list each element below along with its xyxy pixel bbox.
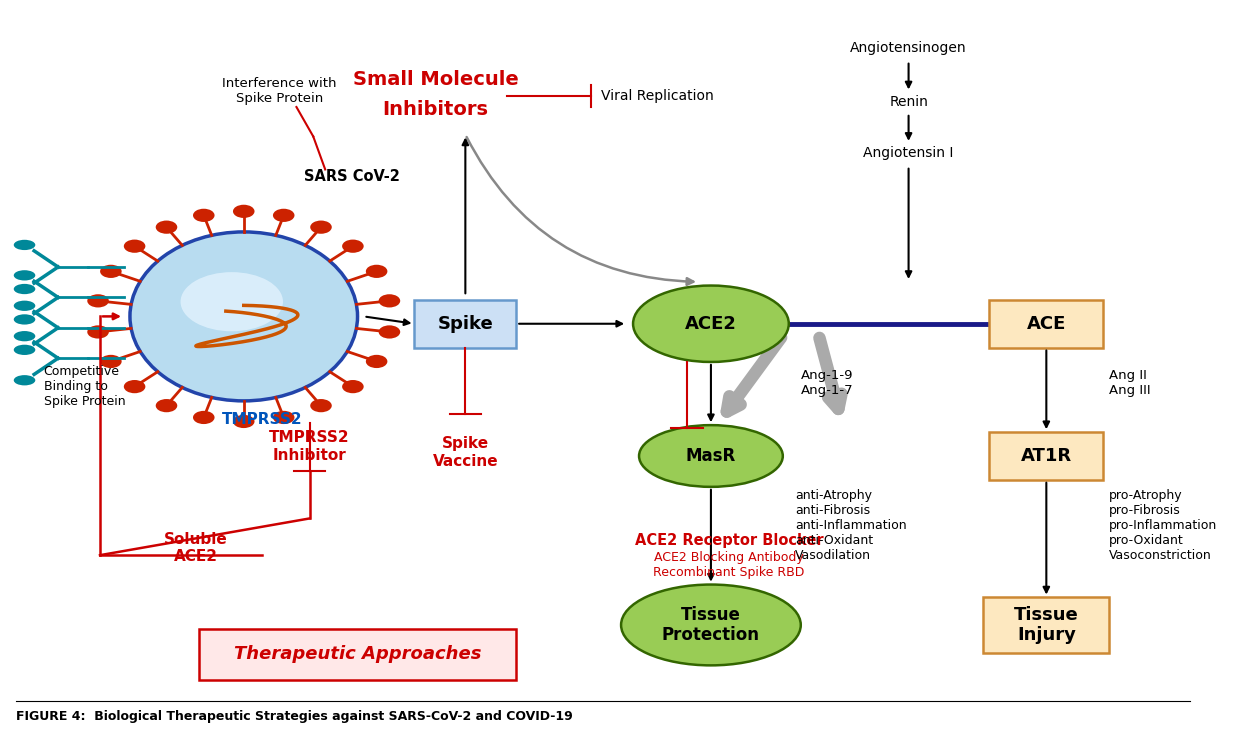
Text: MasR: MasR	[686, 447, 737, 465]
Text: Tissue
Injury: Tissue Injury	[1014, 606, 1079, 644]
FancyBboxPatch shape	[983, 597, 1110, 652]
FancyBboxPatch shape	[414, 300, 516, 348]
Ellipse shape	[273, 411, 294, 424]
Ellipse shape	[14, 331, 35, 341]
Text: Soluble
ACE2: Soluble ACE2	[164, 532, 228, 564]
Text: Interference with
Spike Protein: Interference with Spike Protein	[222, 77, 337, 105]
Ellipse shape	[310, 221, 332, 234]
Text: Ang II
Ang III: Ang II Ang III	[1110, 369, 1151, 397]
Text: Inhibitors: Inhibitors	[382, 100, 489, 119]
Ellipse shape	[181, 272, 283, 331]
Ellipse shape	[176, 266, 312, 367]
Text: Angiotensin I: Angiotensin I	[863, 146, 954, 160]
Ellipse shape	[366, 265, 387, 278]
Ellipse shape	[193, 209, 215, 222]
Ellipse shape	[378, 325, 401, 339]
Text: TMPRSS2: TMPRSS2	[222, 412, 303, 426]
Ellipse shape	[14, 345, 35, 355]
Ellipse shape	[342, 380, 363, 393]
Text: ACE2 Receptor Blocker: ACE2 Receptor Blocker	[635, 533, 823, 548]
Ellipse shape	[634, 285, 789, 362]
FancyArrowPatch shape	[466, 137, 693, 285]
FancyBboxPatch shape	[990, 432, 1104, 480]
Text: Ang-1-9
Ang-1-7: Ang-1-9 Ang-1-7	[801, 369, 853, 397]
Ellipse shape	[87, 294, 109, 308]
Ellipse shape	[233, 415, 254, 428]
Text: Therapeutic Approaches: Therapeutic Approaches	[234, 646, 481, 663]
Ellipse shape	[100, 355, 122, 368]
Ellipse shape	[310, 399, 332, 412]
Ellipse shape	[156, 221, 177, 234]
Ellipse shape	[124, 380, 145, 393]
Text: anti-Atrophy
anti-Fibrosis
anti-Inflammation
anti-Oxidant
Vasodilation: anti-Atrophy anti-Fibrosis anti-Inflamma…	[795, 490, 906, 562]
FancyBboxPatch shape	[990, 300, 1104, 348]
Text: Angiotensinogen: Angiotensinogen	[851, 42, 967, 55]
Text: Viral Replication: Viral Replication	[600, 89, 713, 103]
Ellipse shape	[14, 301, 35, 311]
Text: Renin: Renin	[889, 95, 928, 109]
Ellipse shape	[639, 425, 782, 487]
Text: ACE2 Blocking Antibody
Recombinant Spike RBD: ACE2 Blocking Antibody Recombinant Spike…	[653, 551, 805, 579]
Ellipse shape	[14, 270, 35, 281]
Ellipse shape	[148, 244, 341, 388]
Ellipse shape	[273, 209, 294, 222]
Ellipse shape	[87, 325, 109, 339]
Ellipse shape	[130, 232, 357, 401]
Ellipse shape	[193, 411, 215, 424]
Text: Spike: Spike	[438, 315, 494, 333]
Text: AT1R: AT1R	[1021, 447, 1071, 465]
Text: ACE2: ACE2	[684, 315, 737, 333]
Ellipse shape	[14, 314, 35, 325]
Ellipse shape	[100, 265, 122, 278]
Ellipse shape	[366, 355, 387, 368]
Ellipse shape	[14, 240, 35, 250]
Ellipse shape	[233, 205, 254, 218]
Ellipse shape	[14, 375, 35, 386]
Text: Spike
Vaccine: Spike Vaccine	[433, 436, 498, 469]
Text: Tissue
Protection: Tissue Protection	[662, 606, 760, 644]
Text: ACE: ACE	[1027, 315, 1066, 333]
Text: Competitive
Binding to
Spike Protein: Competitive Binding to Spike Protein	[43, 365, 125, 408]
Text: pro-Atrophy
pro-Fibrosis
pro-Inflammation
pro-Oxidant
Vasoconstriction: pro-Atrophy pro-Fibrosis pro-Inflammatio…	[1110, 490, 1218, 562]
Text: TMPRSS2
Inhibitor: TMPRSS2 Inhibitor	[269, 430, 350, 463]
Ellipse shape	[621, 585, 801, 666]
Text: Small Molecule: Small Molecule	[352, 71, 518, 89]
Ellipse shape	[342, 239, 363, 253]
Ellipse shape	[124, 239, 145, 253]
Ellipse shape	[14, 284, 35, 294]
Text: SARS CoV-2: SARS CoV-2	[304, 169, 399, 184]
Text: FIGURE 4:  Biological Therapeutic Strategies against SARS-CoV-2 and COVID-19: FIGURE 4: Biological Therapeutic Strateg…	[16, 710, 573, 723]
FancyBboxPatch shape	[198, 629, 516, 680]
Ellipse shape	[378, 294, 401, 308]
Ellipse shape	[156, 399, 177, 412]
